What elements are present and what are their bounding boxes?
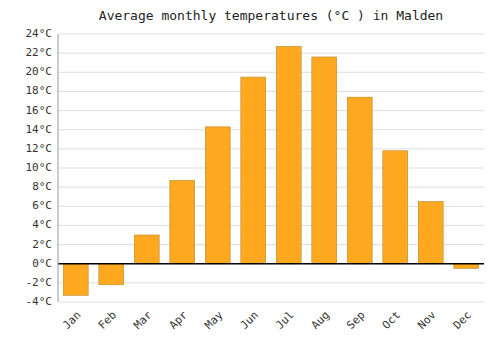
x-tick-label: May	[202, 308, 226, 332]
bar	[99, 264, 124, 285]
x-tick-label: Aug	[309, 309, 332, 332]
y-tick-label: 20°C	[26, 65, 53, 78]
y-tick-label: 18°C	[26, 84, 53, 97]
bar	[241, 77, 266, 264]
bar	[276, 46, 301, 263]
grid	[58, 34, 484, 302]
y-tick-label: 2°C	[32, 238, 52, 251]
zero-line	[58, 263, 484, 265]
grid-line	[58, 263, 484, 264]
grid-line	[58, 129, 484, 130]
y-tick-label: -4°C	[26, 295, 53, 308]
grid-line	[58, 91, 484, 92]
grid-line	[58, 187, 484, 188]
x-tick-label: Mar	[131, 308, 155, 332]
x-tick-label: Jul	[273, 309, 296, 332]
bar	[63, 264, 88, 296]
grid-line	[58, 72, 484, 73]
bar	[383, 151, 408, 264]
y-axis: -4°C -2°C 0°C 2°C 4°C 6°C 8°C 10°C 12°C 14°C 16°C 1…	[26, 27, 53, 308]
y-tick-label: 12°C	[26, 142, 53, 155]
y-tick-label: 4°C	[32, 218, 52, 231]
x-axis: Jan Feb Mar Apr May Jun Jul Aug Sep Oct Nov Dec	[60, 308, 474, 332]
grid-line	[58, 148, 484, 149]
y-tick-label: 8°C	[32, 180, 52, 193]
y-tick-label: 6°C	[32, 199, 52, 212]
bars	[63, 46, 478, 295]
x-tick-label: Oct	[380, 309, 403, 332]
y-tick-label: 22°C	[26, 46, 53, 59]
x-tick-label: Nov	[415, 308, 439, 332]
x-tick-label: Feb	[96, 309, 119, 332]
bar	[205, 127, 230, 264]
y-tick-label: 0°C	[32, 257, 52, 270]
title: Average monthly temperatures (°C ) in Ma…	[99, 8, 443, 23]
bar	[134, 235, 159, 264]
y-axis-line	[58, 34, 59, 302]
grid-line	[58, 168, 484, 169]
grid-line	[58, 34, 484, 35]
y-tick-label: 10°C	[26, 161, 53, 174]
bar	[347, 97, 372, 264]
x-tick-label: Apr	[167, 308, 191, 332]
y-tick-label: 24°C	[26, 27, 53, 40]
x-tick-label: Dec	[451, 309, 474, 332]
bar	[418, 202, 443, 264]
y-tick-label: -2°C	[26, 276, 53, 289]
chart: -4°C -2°C 0°C 2°C 4°C 6°C 8°C 10°C 12°C 14°C 16°C 1…	[0, 0, 500, 350]
x-tick-label: Sep	[344, 309, 367, 332]
y-tick-label: 16°C	[26, 104, 53, 117]
grid-line	[58, 53, 484, 54]
grid-line	[58, 302, 484, 303]
x-tick-label: Jan	[60, 309, 83, 332]
bar	[312, 57, 337, 264]
bar	[170, 180, 195, 263]
y-tick-label: 14°C	[26, 123, 53, 136]
grid-line	[58, 110, 484, 111]
x-tick-label: Jun	[238, 309, 261, 332]
